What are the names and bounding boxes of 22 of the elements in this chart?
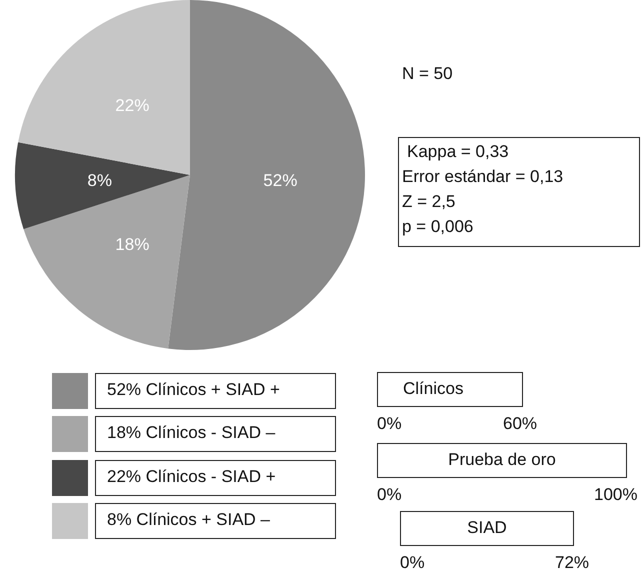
text: 0% [377, 485, 402, 505]
text: 0% [377, 414, 402, 434]
text: SIAD [466, 518, 508, 538]
legend-label: 18% Clínicos - SIAD – [107, 423, 276, 443]
text: Clínicos [403, 379, 464, 399]
text: 0% [400, 553, 425, 573]
text: Z = 2,5 [402, 192, 456, 212]
text: N = 50 [402, 64, 453, 84]
text: 60% [503, 414, 538, 434]
text: Prueba de oro [447, 450, 557, 470]
text: Kappa = 0,33 [407, 142, 509, 162]
text: 72% [555, 553, 590, 573]
data-label: 52% [263, 171, 298, 190]
data-label: 18% [115, 235, 150, 254]
legend-label: 52% Clínicos + SIAD + [107, 380, 280, 400]
data-label: 8% [87, 171, 112, 190]
data-label: 22% [115, 96, 150, 115]
legend-label: 22% Clínicos - SIAD + [107, 467, 276, 487]
text: p = 0,006 [402, 217, 474, 237]
legend-label: 8% Clínicos + SIAD – [107, 510, 270, 530]
text: 100% [594, 485, 638, 505]
text: Error estándar = 0,13 [402, 167, 564, 187]
